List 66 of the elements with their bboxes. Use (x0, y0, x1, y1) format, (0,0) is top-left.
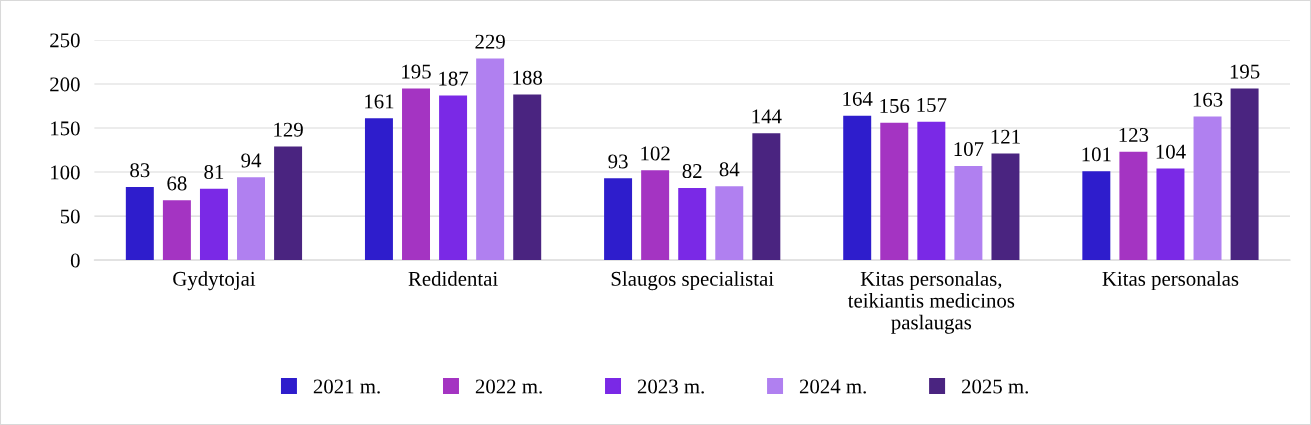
data-label: 195 (1230, 64, 1260, 79)
y-tick-label: 250 (50, 33, 80, 48)
data-label: 84 (719, 162, 740, 177)
bar (917, 121, 946, 261)
bar (162, 200, 191, 261)
data-label: 107 (954, 142, 984, 157)
data-label: 164 (843, 91, 873, 106)
data-label: 161 (365, 94, 394, 109)
data-label: 104 (1156, 144, 1186, 159)
x-tick-label: Kitas personalas (1102, 271, 1239, 291)
y-tick-label: 200 (50, 77, 80, 92)
x-tick-label: Kitas personalas, teikiantis medicinos paslaugas (847, 271, 1015, 334)
x-tick-label: Slaugos specialistai (611, 271, 774, 291)
bar (274, 146, 303, 261)
data-label: 94 (241, 153, 262, 168)
data-label: 81 (204, 164, 224, 179)
data-label: 229 (475, 34, 505, 49)
bar (364, 118, 393, 261)
data-label: 123 (1119, 128, 1149, 142)
bar (604, 178, 633, 261)
x-tick-label: Gydytojai (173, 271, 256, 291)
data-label: 187 (439, 71, 469, 86)
legend-label: 2025 m. (961, 379, 1028, 394)
data-label: 83 (130, 163, 150, 178)
legend-label: 2021 m. (313, 379, 380, 394)
bar (402, 88, 431, 261)
data-label: 163 (1193, 92, 1223, 107)
bar (1082, 171, 1111, 261)
y-tick-label: 0 (70, 253, 80, 268)
data-label: 102 (641, 146, 670, 161)
y-tick-label: 100 (51, 165, 80, 180)
bar (641, 170, 670, 261)
x-tick-label: Redidentai (408, 271, 498, 286)
bar (125, 187, 154, 261)
data-label: 101 (1082, 147, 1111, 162)
data-label: 188 (513, 70, 543, 85)
legend-label: 2022 m. (475, 379, 542, 394)
data-label: 93 (608, 154, 628, 169)
bar (880, 122, 909, 261)
data-label: 129 (274, 122, 303, 137)
bar (991, 153, 1020, 261)
bar (199, 188, 228, 261)
data-label: 144 (752, 109, 782, 124)
bar (715, 186, 744, 261)
bar (1230, 88, 1259, 261)
bar (1119, 151, 1148, 261)
bar (439, 95, 468, 261)
bar (752, 133, 781, 261)
data-label: 156 (880, 98, 910, 113)
data-label: 121 (991, 129, 1020, 144)
y-tick-label: 150 (51, 121, 80, 136)
bar (1193, 116, 1222, 261)
y-tick-label: 50 (60, 209, 80, 224)
data-label: 157 (917, 98, 947, 113)
bar (237, 177, 266, 261)
data-label: 68 (167, 176, 187, 191)
data-label: 195 (402, 64, 431, 79)
data-label: 82 (682, 164, 702, 179)
bar (1156, 168, 1185, 261)
bar (678, 187, 707, 261)
legend-label: 2023 m. (637, 379, 704, 394)
bar (476, 58, 505, 261)
bar (954, 165, 983, 261)
bar (843, 115, 872, 261)
legend-label: 2024 m. (799, 379, 866, 394)
bar (513, 94, 542, 261)
